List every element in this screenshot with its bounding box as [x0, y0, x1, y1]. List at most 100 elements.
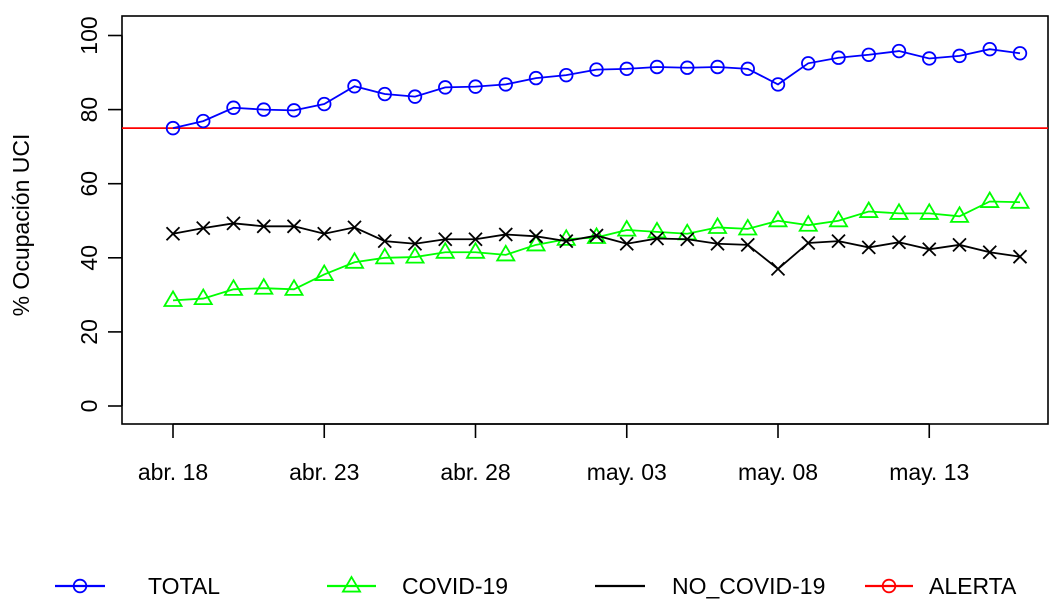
- data-point: [528, 229, 544, 244]
- data-point: [831, 233, 846, 249]
- data-point: [891, 235, 907, 250]
- y-tick-label: 80: [76, 97, 102, 123]
- data-point: [559, 233, 574, 249]
- data-point: [347, 79, 362, 94]
- legend-label: ALERTA: [929, 573, 1017, 599]
- data-point: [982, 42, 997, 57]
- data-point: [468, 79, 483, 94]
- data-point: [223, 278, 244, 296]
- data-point: [767, 209, 789, 228]
- data-point: [344, 251, 365, 269]
- series-line: [172, 200, 1021, 302]
- data-point: [949, 205, 970, 223]
- data-point: [283, 278, 305, 296]
- data-point: [770, 77, 786, 92]
- series-layer: [162, 42, 1031, 307]
- data-point: [525, 234, 547, 252]
- data-point: [165, 120, 181, 136]
- y-tick-label: 40: [76, 245, 102, 271]
- x-tick-label: abr. 18: [138, 459, 208, 485]
- legend-marker: [72, 578, 88, 594]
- data-point: [317, 226, 332, 241]
- data-point: [710, 59, 725, 75]
- data-point: [438, 80, 453, 95]
- legend-item-no-covid-19: NO_COVID-19: [595, 573, 825, 599]
- legend-marker: [881, 578, 897, 594]
- data-point: [435, 241, 456, 259]
- y-axis: 0 20 40 60 80 100: [76, 16, 123, 413]
- data-point: [377, 86, 392, 102]
- x-tick-label: abr. 23: [289, 459, 359, 485]
- data-point: [256, 219, 271, 234]
- data-point: [649, 59, 665, 75]
- x-axis: abr. 18 abr. 23 abr. 28 may. 03 may. 08 may. …: [138, 423, 969, 485]
- data-point: [407, 236, 423, 251]
- data-point: [982, 245, 997, 260]
- y-axis-label: % Ocupación UCI: [8, 134, 34, 317]
- data-point: [922, 242, 937, 257]
- data-point: [1012, 249, 1028, 264]
- legend-item-covid-19: COVID-19: [327, 573, 508, 599]
- y-tick-label: 20: [76, 319, 102, 345]
- legend-item-alerta: ALERTA: [865, 573, 1017, 599]
- data-point: [556, 228, 577, 246]
- y-tick-label: 100: [76, 16, 102, 54]
- data-point: [286, 103, 302, 118]
- data-point: [952, 237, 967, 252]
- data-point: [314, 263, 335, 281]
- data-point: [559, 67, 574, 83]
- data-point: [165, 226, 181, 241]
- data-point: [377, 233, 392, 249]
- data-point: [226, 216, 241, 231]
- data-point: [770, 261, 786, 277]
- legend: TOTAL COVID-19 NO_COVID-19 ALERTA: [55, 573, 1017, 599]
- y-tick-label: 0: [76, 400, 102, 413]
- data-point: [256, 102, 271, 117]
- x-tick-label: abr. 28: [440, 459, 510, 485]
- data-point: [979, 190, 1000, 208]
- data-point: [589, 62, 604, 77]
- data-point: [740, 237, 755, 252]
- data-point: [495, 244, 516, 262]
- data-point: [468, 232, 483, 247]
- data-point: [861, 240, 876, 255]
- legend-marker: [341, 575, 362, 593]
- data-point: [710, 236, 725, 251]
- x-tick-label: may. 13: [889, 459, 969, 485]
- data-point: [226, 100, 241, 115]
- series-total: [165, 42, 1028, 136]
- data-point: [831, 50, 846, 65]
- data-point: [619, 236, 634, 251]
- legend-label: TOTAL: [148, 573, 220, 599]
- data-point: [801, 235, 816, 251]
- data-point: [374, 247, 395, 265]
- series-no-covid-19: [165, 216, 1028, 277]
- data-point: [737, 218, 758, 236]
- series-line: [172, 48, 1021, 130]
- data-point: [952, 48, 967, 64]
- data-point: [680, 60, 695, 75]
- data-point: [619, 61, 634, 77]
- data-point: [646, 221, 668, 239]
- data-point: [861, 47, 876, 62]
- series-covid-19: [162, 190, 1031, 307]
- legend-item-total: TOTAL: [55, 573, 220, 599]
- data-point: [589, 228, 604, 243]
- data-point: [196, 113, 211, 129]
- data-point: [196, 221, 211, 236]
- data-point: [528, 70, 544, 86]
- data-point: [498, 227, 513, 242]
- data-point: [828, 209, 849, 228]
- plot-box: [121, 15, 1049, 425]
- data-point: [438, 232, 453, 247]
- data-point: [707, 216, 728, 234]
- data-point: [1009, 191, 1031, 209]
- data-point: [891, 43, 907, 59]
- data-point: [888, 202, 910, 220]
- data-point: [919, 202, 940, 220]
- y-tick-label: 60: [76, 171, 102, 197]
- data-point: [317, 96, 332, 112]
- data-point: [680, 232, 695, 247]
- data-point: [465, 241, 486, 259]
- x-tick-label: may. 08: [738, 459, 818, 485]
